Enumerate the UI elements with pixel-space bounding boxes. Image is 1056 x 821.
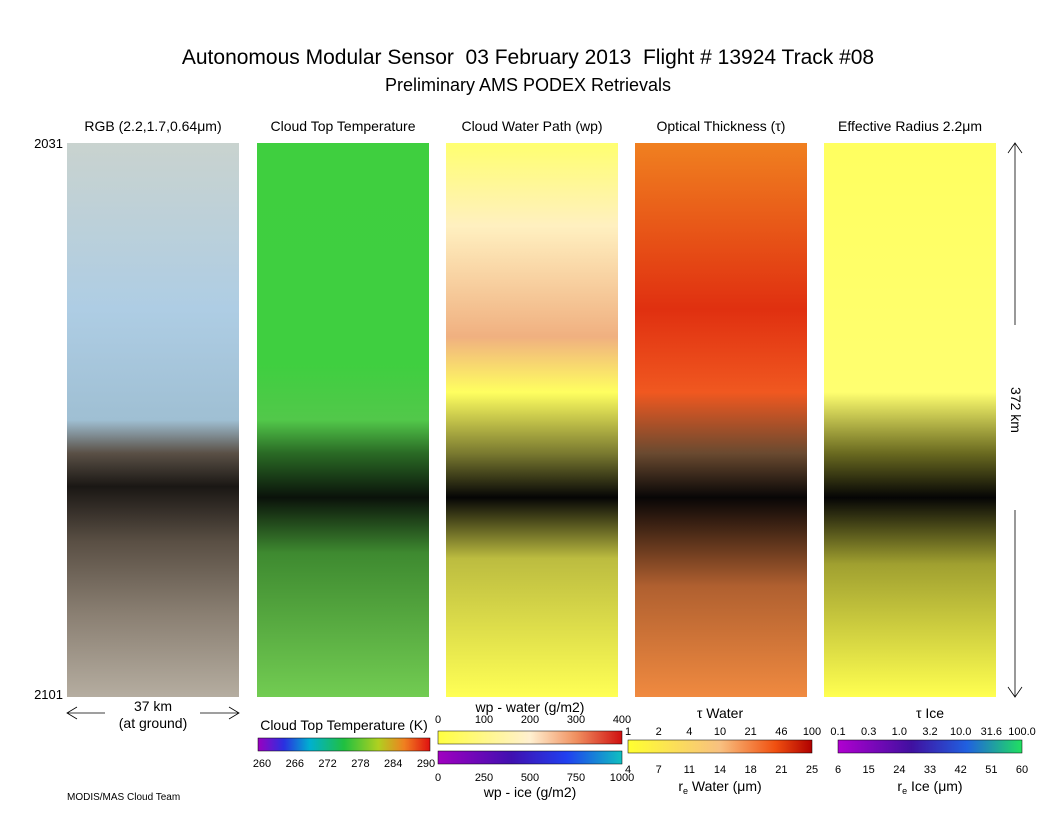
- panel-label: Cloud Top Temperature: [270, 118, 415, 134]
- colorbar-tick-label: 0: [435, 714, 441, 726]
- scanline-label: 2031: [34, 136, 63, 151]
- colorbar-tick-label: 14: [714, 764, 726, 776]
- subscript: e: [683, 786, 688, 796]
- colorbar-tick-label: 284: [384, 758, 402, 770]
- tau-image: [635, 143, 807, 697]
- colorbar-title: τ Ice: [916, 705, 944, 721]
- colorbar-tick-label: 500: [521, 772, 539, 784]
- colorbar-tick-label: 750: [567, 772, 585, 784]
- colorbar-tick-label: 60: [1016, 764, 1028, 776]
- panel-label: Cloud Water Path (wp): [461, 118, 602, 134]
- colorbar-title: re Ice (μm): [897, 778, 962, 796]
- colorbar-title: wp - water (g/m2): [475, 699, 585, 715]
- colorbar-tick-label: 200: [521, 714, 539, 726]
- colorbar-tick-label: 10: [714, 726, 726, 738]
- subscript: e: [902, 786, 907, 796]
- width-arrow: [66, 706, 240, 720]
- width-label: 37 km: [134, 698, 172, 714]
- colorbar-tick-label: 4: [625, 764, 631, 776]
- colorbar-tick-label: 0: [435, 772, 441, 784]
- title-rest: Water (μm): [688, 778, 762, 794]
- colorbar-tick-label: 15: [863, 764, 875, 776]
- width-note: (at ground): [119, 715, 187, 731]
- colorbar-tick-label: 1.0: [892, 726, 907, 738]
- colorbar-title: τ Water: [697, 705, 744, 721]
- colorbar-tick-label: 300: [567, 714, 585, 726]
- colorbar-tick-label: 2: [656, 726, 662, 738]
- length-arrow: [1007, 142, 1023, 698]
- symbol: r: [678, 778, 683, 794]
- colorbar: [437, 750, 623, 765]
- panel-label: Effective Radius 2.2μm: [838, 118, 982, 134]
- colorbar-tick-label: 100: [475, 714, 493, 726]
- colorbar-tick-label: 100: [803, 726, 821, 738]
- colorbar-tick-label: 1000: [610, 772, 634, 784]
- colorbar-tick-label: 18: [745, 764, 757, 776]
- colorbar-tick-label: 21: [745, 726, 757, 738]
- title-block: Autonomous Modular Sensor 03 February 20…: [182, 46, 874, 95]
- title-rest: Ice (μm): [907, 778, 963, 794]
- colorbar-title: re Water (μm): [678, 778, 761, 796]
- subtitle: Preliminary AMS PODEX Retrievals: [385, 75, 671, 95]
- colorbar-tick-label: 0.1: [830, 726, 845, 738]
- symbol: r: [897, 778, 902, 794]
- length-label: 372 km: [1008, 387, 1024, 433]
- colorbar: [257, 737, 431, 752]
- colorbar-tick-label: 21: [775, 764, 787, 776]
- title: Autonomous Modular Sensor 03 February 20…: [182, 46, 874, 69]
- colorbar-tick-label: 1: [625, 726, 631, 738]
- colorbar-tick-label: 33: [924, 764, 936, 776]
- wp-image: [446, 143, 618, 697]
- colorbar-tick-label: 266: [286, 758, 304, 770]
- colorbar-tick-label: 25: [806, 764, 818, 776]
- colorbar-tick-label: 250: [475, 772, 493, 784]
- colorbar-tick-label: 0.3: [861, 726, 876, 738]
- colorbar-tick-label: 6: [835, 764, 841, 776]
- colorbar-tick-label: 31.6: [981, 726, 1002, 738]
- colorbar-tick-label: 10.0: [950, 726, 971, 738]
- colorbar-tick-label: 51: [985, 764, 997, 776]
- credit: MODIS/MAS Cloud Team: [67, 792, 180, 803]
- rgb-image: [67, 143, 239, 697]
- colorbar-tick-label: 272: [318, 758, 336, 770]
- colorbar: [627, 739, 813, 754]
- ctt-image: [257, 143, 429, 697]
- scanline-label: 2101: [34, 687, 63, 702]
- colorbar-tick-label: 290: [417, 758, 435, 770]
- panels: RGB (2.2,1.7,0.64μm) Cloud Top Temperatu…: [34, 118, 996, 702]
- colorbar-title: wp - ice (g/m2): [483, 784, 577, 800]
- colorbar-tick-label: 4: [686, 726, 692, 738]
- colorbar-tick-label: 24: [893, 764, 905, 776]
- panel-label: Optical Thickness (τ): [657, 118, 786, 134]
- colorbar-tick-label: 42: [955, 764, 967, 776]
- scale-arrows: [66, 142, 1023, 720]
- colorbar-tick-label: 400: [613, 714, 631, 726]
- re-image: [824, 143, 996, 697]
- colorbar-tick-label: 260: [253, 758, 271, 770]
- colorbar: [437, 730, 623, 745]
- colorbars: Cloud Top Temperature (K) wp - water (g/…: [257, 699, 1023, 800]
- colorbar-tick-label: 11: [684, 764, 695, 776]
- colorbar-tick-label: 3.2: [922, 726, 937, 738]
- colorbar-tick-label: 7: [656, 764, 662, 776]
- colorbar: [837, 739, 1023, 754]
- colorbar-title: Cloud Top Temperature (K): [260, 717, 428, 733]
- panel-label: RGB (2.2,1.7,0.64μm): [84, 118, 221, 134]
- colorbar-tick-label: 278: [351, 758, 369, 770]
- colorbar-tick-label: 46: [775, 726, 787, 738]
- colorbar-tick-label: 100.0: [1008, 726, 1036, 738]
